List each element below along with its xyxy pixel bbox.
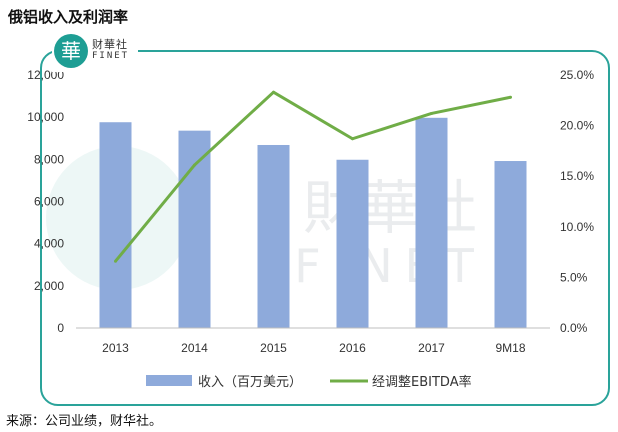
y-right-tick-label: 10.0% (560, 220, 594, 234)
bar (257, 144, 290, 328)
watermark-en: FINET (294, 239, 486, 293)
y-left-tick-label: 8,000 (34, 152, 64, 166)
bar (178, 130, 211, 328)
legend-label: 经调整EBITDA率 (372, 374, 472, 390)
logo-name-cn: 财華社 (92, 38, 128, 51)
y-left-tick-label: 2,000 (34, 279, 64, 293)
line-point (193, 163, 196, 167)
brand-logo: 華 财華社 FINET (52, 32, 138, 72)
y-left-tick-label: 0 (57, 321, 64, 335)
y-left-tick-label: 10,000 (27, 110, 64, 124)
y-right-tick-label: 15.0% (560, 169, 594, 183)
line-point (430, 111, 433, 115)
page-title: 俄铝收入及利润率 (8, 8, 129, 26)
series-line (114, 90, 511, 263)
legend-swatch-bar (146, 375, 192, 386)
y-left-tick-label: 6,000 (34, 195, 64, 209)
x-tick-label: 2017 (418, 341, 445, 355)
x-tick-label: 2014 (181, 341, 208, 355)
bar (415, 117, 448, 328)
x-tick-label: 2013 (102, 341, 129, 355)
x-tick-label: 9M18 (495, 341, 525, 355)
bar (494, 161, 527, 328)
line-point (272, 90, 275, 94)
bar (99, 122, 132, 328)
legend-label: 收入（百万美元） (198, 375, 302, 390)
chart-frame (40, 50, 610, 406)
bar (336, 159, 369, 328)
y-left-tick-label: 4,000 (34, 237, 64, 251)
y-right-tick-label: 25.0% (560, 68, 594, 82)
source-note: 来源：公司业绩，财华社。 (6, 414, 163, 429)
x-tick-label: 2015 (260, 341, 287, 355)
line-point (114, 259, 117, 263)
line-point (351, 137, 354, 141)
y-right-tick-label: 0.0% (560, 321, 588, 335)
x-tick-label: 2016 (339, 341, 366, 355)
y-right-tick-label: 20.0% (560, 119, 594, 133)
logo-name-en: FINET (92, 51, 130, 61)
y-right-tick-label: 5.0% (560, 270, 588, 284)
watermark-cn: 財華社 (303, 174, 477, 242)
logo-circle-icon: 華 (54, 34, 88, 68)
line-point (509, 95, 512, 99)
